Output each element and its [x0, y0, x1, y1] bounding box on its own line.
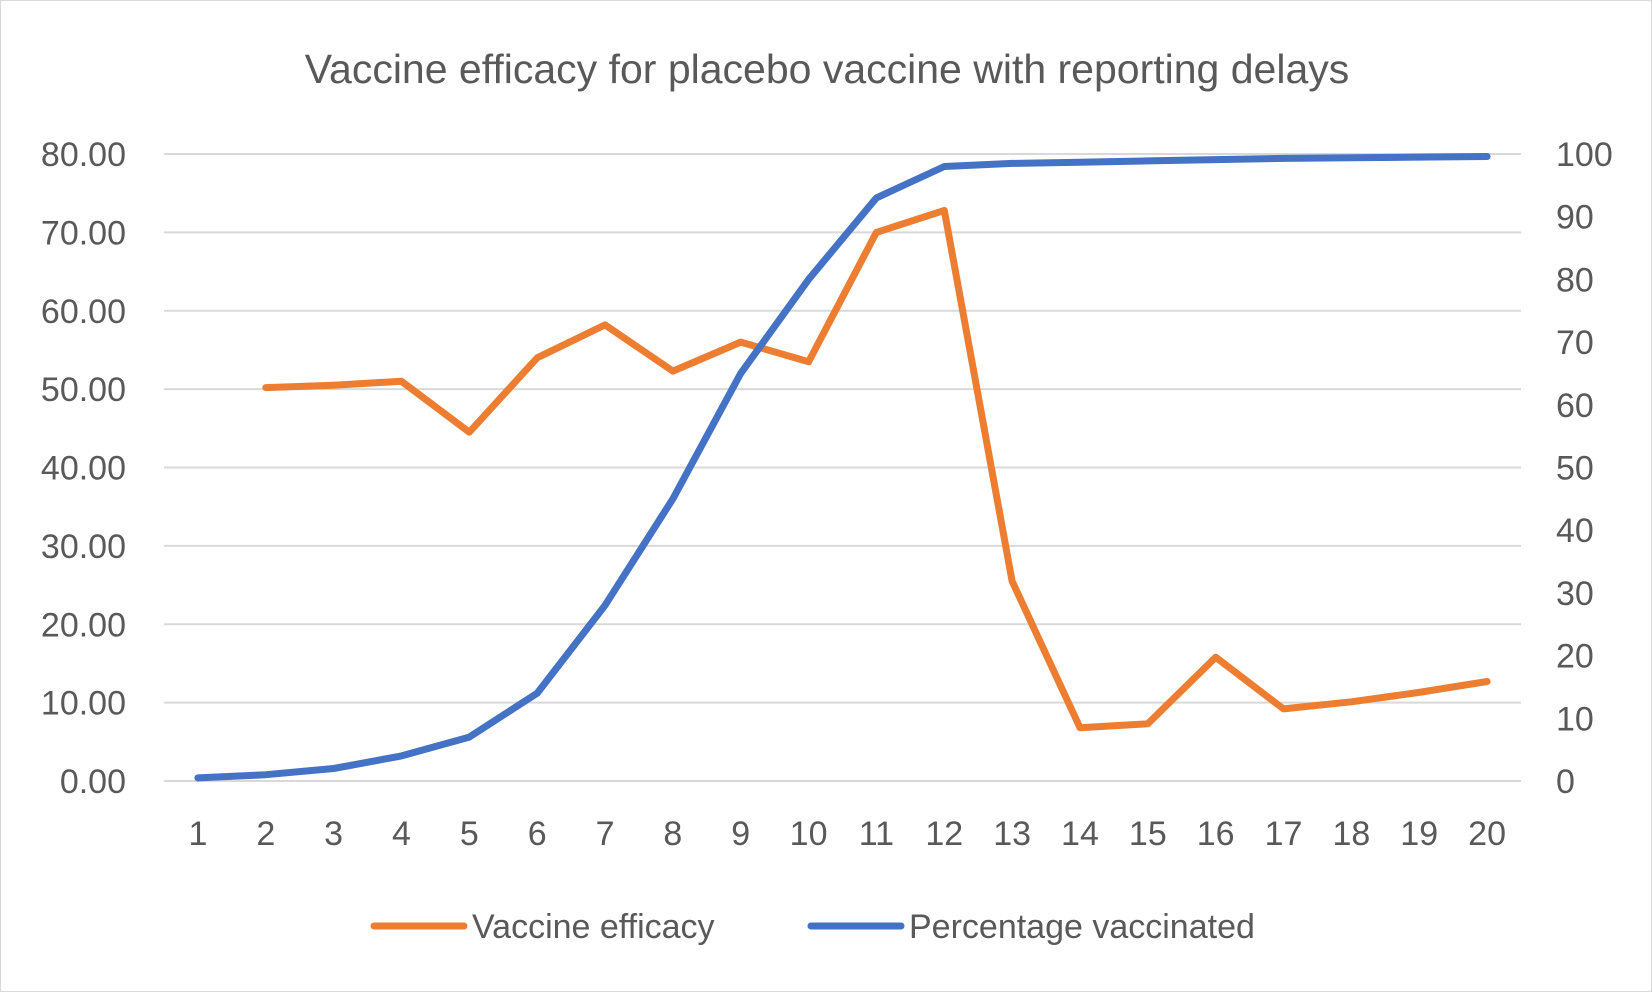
data-point: [805, 276, 812, 283]
x-axis-tick-label: 11: [859, 815, 894, 853]
x-axis-tick-label: 18: [1332, 815, 1370, 853]
x-axis-tick-label: 5: [460, 815, 479, 853]
right-axis-tick-label: 70: [1556, 324, 1594, 362]
x-axis-tick-label: 4: [392, 815, 411, 853]
chart-title: Vaccine efficacy for placebo vaccine wit…: [305, 46, 1350, 92]
left-axis-tick-label: 30.00: [41, 528, 126, 566]
data-point: [398, 378, 405, 385]
data-point: [737, 339, 744, 346]
right-axis-tick-label: 20: [1556, 638, 1594, 676]
data-point: [1076, 159, 1083, 166]
right-axis-tick-label: 60: [1556, 387, 1594, 425]
x-axis-tick-label: 20: [1468, 815, 1506, 853]
data-point: [194, 774, 201, 781]
data-point: [1076, 724, 1083, 731]
x-axis-tick-label: 12: [925, 815, 963, 853]
x-axis-tick-label: 15: [1129, 815, 1167, 853]
x-axis-tick-label: 8: [663, 815, 682, 853]
left-axis-tick-label: 60.00: [41, 293, 126, 331]
x-axis-tick-label: 3: [324, 815, 343, 853]
data-point: [873, 229, 880, 236]
legend: Vaccine efficacy Percentage vaccinated: [370, 908, 1255, 946]
data-point: [1212, 654, 1219, 661]
x-axis-tick-label: 19: [1400, 815, 1438, 853]
data-point: [1416, 154, 1423, 161]
x-axis-tick-label: 6: [528, 815, 547, 853]
legend-item: Percentage vaccinated: [807, 908, 1255, 946]
left-y-axis: 0.00 10.00 20.00 30.00 40.00 50.00 60.00 70.00 8…: [41, 136, 126, 801]
data-point: [805, 358, 812, 365]
data-point: [941, 163, 948, 170]
gridlines: [164, 153, 1521, 782]
data-point: [1212, 156, 1219, 163]
x-axis-tick-label: 2: [256, 815, 275, 853]
data-point: [1484, 678, 1491, 685]
right-axis-tick-label: 40: [1556, 512, 1594, 550]
data-point: [669, 368, 676, 375]
data-point: [1416, 689, 1423, 696]
x-axis-tick-label: 1: [188, 815, 207, 853]
x-axis-tick-label: 13: [993, 815, 1031, 853]
x-axis-tick-label: 17: [1265, 815, 1303, 853]
x-axis-tick-label: 7: [596, 815, 615, 853]
data-point: [941, 207, 948, 214]
left-axis-tick-label: 40.00: [41, 450, 126, 488]
right-axis-tick-label: 80: [1556, 261, 1594, 299]
series-line-vaccine-efficacy: [262, 206, 1491, 732]
data-point: [1348, 698, 1355, 705]
left-axis-tick-label: 10.00: [41, 685, 126, 723]
data-point: [1484, 153, 1491, 160]
data-point: [1009, 160, 1016, 167]
left-axis-tick-label: 50.00: [41, 371, 126, 409]
data-point: [602, 602, 609, 609]
data-point: [398, 752, 405, 759]
left-axis-tick-label: 80.00: [41, 136, 126, 174]
left-axis-tick-label: 20.00: [41, 606, 126, 644]
data-point: [262, 771, 269, 778]
data-point: [1280, 155, 1287, 162]
right-axis-tick-label: 0: [1556, 763, 1575, 801]
series-lines: [194, 153, 1491, 782]
data-point: [330, 382, 337, 389]
legend-label: Vaccine efficacy: [472, 908, 715, 946]
data-point: [466, 429, 473, 436]
x-axis-tick-label: 10: [790, 815, 828, 853]
x-axis-tick-label: 14: [1061, 815, 1099, 853]
right-y-axis: 0 10 20 30 40 50 60 70 80 90 100: [1556, 136, 1613, 801]
left-axis-tick-label: 0.00: [60, 763, 126, 801]
x-axis-tick-label: 16: [1197, 815, 1235, 853]
data-point: [669, 495, 676, 502]
x-axis-tick-label: 9: [731, 815, 750, 853]
data-point: [1144, 720, 1151, 727]
data-point: [737, 370, 744, 377]
data-point: [534, 354, 541, 361]
data-point: [1280, 705, 1287, 712]
data-point: [1009, 578, 1016, 585]
data-point: [873, 194, 880, 201]
data-point: [262, 384, 269, 391]
right-axis-tick-label: 50: [1556, 450, 1594, 488]
legend-item: Vaccine efficacy: [370, 908, 715, 946]
right-axis-tick-label: 30: [1556, 575, 1594, 613]
right-axis-tick-label: 90: [1556, 199, 1594, 237]
data-point: [466, 734, 473, 741]
data-point: [534, 690, 541, 697]
left-axis-tick-label: 70.00: [41, 214, 126, 252]
data-point: [602, 321, 609, 328]
series-line-percentage-vaccinated: [194, 153, 1491, 782]
legend-label: Percentage vaccinated: [909, 908, 1255, 946]
data-point: [330, 765, 337, 772]
right-axis-tick-label: 10: [1556, 700, 1594, 738]
data-point: [1348, 154, 1355, 161]
data-point: [1144, 157, 1151, 164]
right-axis-tick-label: 100: [1556, 136, 1613, 174]
x-axis: 1 2 3 4 5 6 7 8 9 10 11 12 13 14 15 16 17 18 19 20: [188, 815, 1506, 853]
